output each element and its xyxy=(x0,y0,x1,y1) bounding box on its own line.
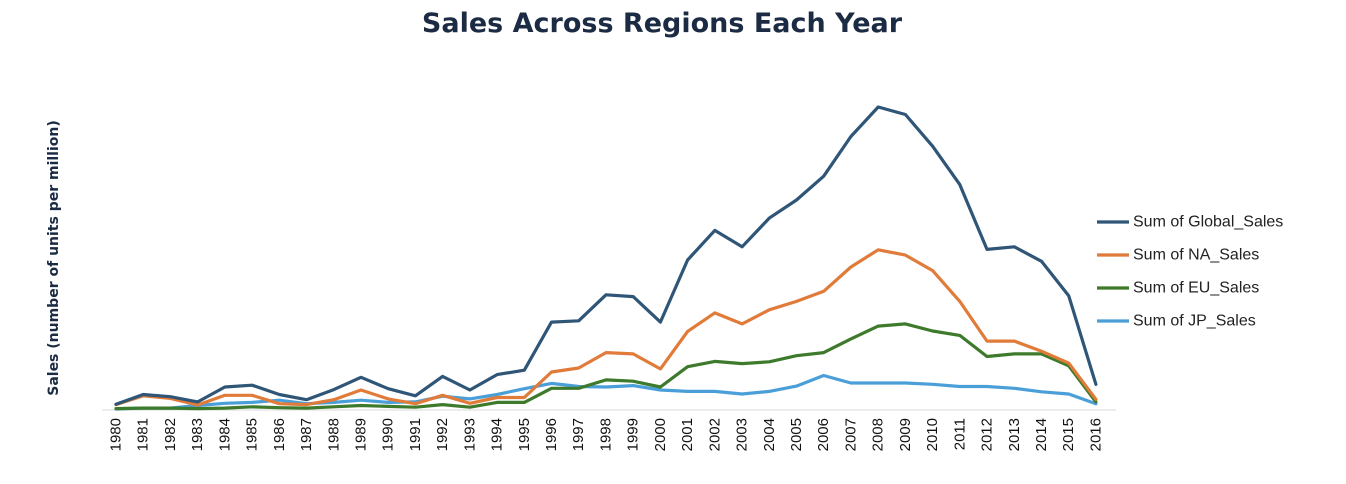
x-tick-label: 2001 xyxy=(679,418,696,451)
x-tick-label: 1990 xyxy=(380,418,397,451)
x-tick-label: 2016 xyxy=(1087,418,1104,451)
x-tick-label: 1985 xyxy=(244,418,261,451)
x-tick-label: 1992 xyxy=(434,418,451,451)
legend-label: Sum of NA_Sales xyxy=(1133,247,1259,264)
x-tick-label: 1993 xyxy=(461,418,478,451)
x-tick-label: 2010 xyxy=(924,418,941,451)
legend-item: Sum of NA_Sales xyxy=(1097,247,1259,264)
x-tick-label: 1989 xyxy=(353,418,370,451)
series-line xyxy=(114,322,1098,411)
x-tick-label: 1996 xyxy=(543,418,560,451)
x-tick-label: 2000 xyxy=(652,418,669,451)
x-tick-label: 2011 xyxy=(951,418,968,450)
x-tick-label: 1980 xyxy=(108,418,125,451)
x-tick-label: 2015 xyxy=(1060,418,1077,451)
x-tick-label: 2002 xyxy=(706,418,723,451)
x-tick-label: 1997 xyxy=(570,418,587,451)
x-tick-label: 1981 xyxy=(135,418,152,451)
legend-item: Sum of JP_Sales xyxy=(1097,313,1256,330)
series-lines xyxy=(114,105,1098,411)
x-tick-label: 2012 xyxy=(979,418,996,451)
legend-label: Sum of Global_Sales xyxy=(1133,214,1283,231)
legend-label: Sum of EU_Sales xyxy=(1133,280,1259,297)
x-tick-label: 1999 xyxy=(625,418,642,451)
series-line xyxy=(114,105,1098,406)
legend-label: Sum of JP_Sales xyxy=(1133,313,1256,330)
x-tick-label: 2004 xyxy=(761,418,778,451)
x-tick-label: 1995 xyxy=(516,418,533,451)
x-tick-label: 1994 xyxy=(489,418,506,451)
x-tick-label: 1988 xyxy=(325,418,342,451)
series-line xyxy=(114,248,1098,407)
legend-item: Sum of EU_Sales xyxy=(1097,280,1259,297)
x-tick-label: 1982 xyxy=(162,418,179,451)
x-tick-label: 1998 xyxy=(598,418,615,451)
x-tick-label: 1987 xyxy=(298,418,315,451)
x-tick-label: 2009 xyxy=(897,418,914,451)
x-tick-label: 2008 xyxy=(870,418,887,451)
x-tick-label: 1983 xyxy=(189,418,206,451)
x-tick-label: 2014 xyxy=(1033,418,1050,451)
chart-title: Sales Across Regions Each Year xyxy=(422,8,903,39)
legend-item: Sum of Global_Sales xyxy=(1097,214,1283,231)
x-tick-label: 1991 xyxy=(407,418,424,451)
x-tick-label: 2005 xyxy=(788,418,805,451)
x-tick-label: 1984 xyxy=(216,418,233,451)
x-tick-label: 2013 xyxy=(1006,418,1023,451)
x-axis-ticks: 1980 1981 1982 1983 1984 1985 1986 1987 1988 1989… xyxy=(108,418,1105,451)
x-tick-label: 1986 xyxy=(271,418,288,451)
y-axis-label: Sales (number of units per million) xyxy=(46,120,62,396)
series-line xyxy=(114,373,1098,411)
legend: Sum of Global_Sales Sum of NA_Sales Sum of… xyxy=(1097,214,1283,330)
x-tick-label: 2007 xyxy=(842,418,859,451)
x-tick-label: 2003 xyxy=(734,418,751,451)
x-tick-label: 2006 xyxy=(815,418,832,451)
